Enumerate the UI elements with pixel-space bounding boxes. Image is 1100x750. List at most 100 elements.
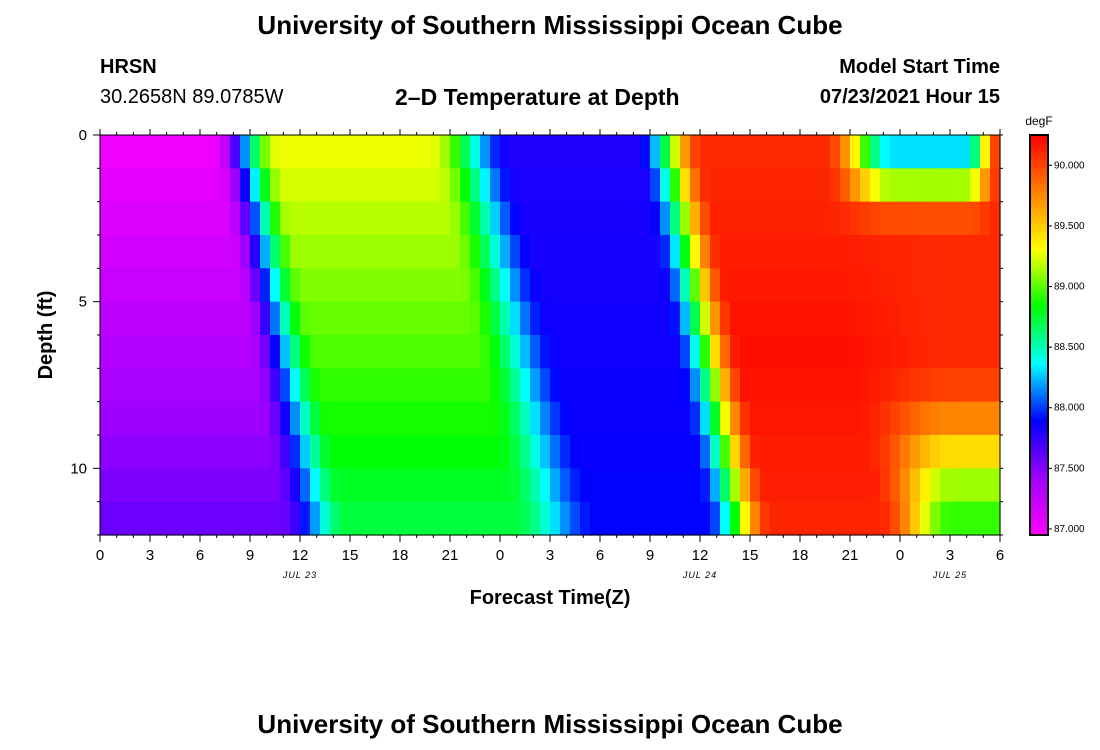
heatmap-cell bbox=[820, 401, 831, 436]
x-axis: 0 3 6 9 12 15 18 21 0 3 6 9 12 15 18 21 0 3 6 JUL 23 JUL 24 J… bbox=[96, 129, 1004, 580]
heatmap-cell bbox=[970, 201, 981, 236]
heatmap-cell bbox=[180, 201, 191, 236]
heatmap-cell bbox=[860, 435, 871, 469]
heatmap-cell bbox=[970, 468, 981, 503]
heatmap-cell bbox=[460, 368, 471, 403]
heatmap-cell bbox=[620, 435, 631, 469]
heatmap-cell bbox=[250, 368, 261, 403]
heatmap-cell bbox=[910, 435, 921, 469]
heatmap-cell bbox=[730, 435, 741, 469]
heatmap-cell bbox=[310, 168, 321, 203]
heatmap-cell bbox=[880, 268, 891, 303]
heatmap-cell bbox=[610, 401, 621, 436]
heatmap-cell bbox=[880, 135, 891, 169]
heatmap-cell bbox=[860, 135, 871, 169]
heatmap-cell bbox=[830, 135, 841, 169]
heatmap-cell bbox=[340, 401, 351, 436]
heatmap-cell bbox=[250, 135, 261, 169]
heatmap-cell bbox=[110, 268, 121, 303]
heatmap-cell bbox=[530, 301, 541, 336]
heatmap-cell bbox=[890, 235, 901, 269]
heatmap-cell bbox=[440, 335, 451, 369]
heatmap-cell bbox=[950, 135, 961, 169]
heatmap-cell bbox=[620, 268, 631, 303]
heatmap-cell bbox=[120, 368, 131, 403]
heatmap-cell bbox=[800, 501, 811, 536]
heatmap-cell bbox=[550, 435, 561, 469]
heatmap-cell bbox=[730, 135, 741, 169]
heatmap-cell bbox=[930, 201, 941, 236]
heatmap-cell bbox=[920, 401, 931, 436]
heatmap-cell bbox=[180, 435, 191, 469]
heatmap-cell bbox=[990, 435, 1001, 469]
heatmap-cell bbox=[270, 335, 281, 369]
heatmap-cell bbox=[820, 335, 831, 369]
heatmap-cell bbox=[420, 235, 431, 269]
heatmap-cell bbox=[290, 135, 301, 169]
heatmap-cell bbox=[270, 201, 281, 236]
heatmap-cell bbox=[370, 135, 381, 169]
x-tick-label: 3 bbox=[546, 547, 554, 564]
heatmap-cell bbox=[180, 468, 191, 503]
heatmap-cell bbox=[660, 368, 671, 403]
heatmap-cell bbox=[210, 301, 221, 336]
heatmap-cell bbox=[810, 401, 821, 436]
heatmap-cell bbox=[330, 401, 341, 436]
heatmap-cell bbox=[190, 201, 201, 236]
heatmap-cell bbox=[880, 301, 891, 336]
heatmap-cell bbox=[930, 368, 941, 403]
heatmap-cell bbox=[290, 468, 301, 503]
heatmap-cell bbox=[570, 468, 581, 503]
heatmap-cell bbox=[960, 168, 971, 203]
heatmap-cell bbox=[240, 335, 251, 369]
heatmap-cell bbox=[350, 235, 361, 269]
heatmap-cell bbox=[180, 401, 191, 436]
heatmap-cell bbox=[730, 235, 741, 269]
heatmap-cell bbox=[830, 268, 841, 303]
heatmap-cell bbox=[110, 201, 121, 236]
heatmap-cell bbox=[420, 201, 431, 236]
heatmap-cell bbox=[950, 335, 961, 369]
heatmap-cell bbox=[640, 301, 651, 336]
heatmap-cell bbox=[470, 335, 481, 369]
heatmap-cell bbox=[160, 335, 171, 369]
heatmap-cell bbox=[600, 335, 611, 369]
heatmap-cell bbox=[510, 401, 521, 436]
heatmap-cell bbox=[920, 435, 931, 469]
heatmap-cell bbox=[900, 168, 911, 203]
heatmap-cell bbox=[550, 501, 561, 536]
heatmap-cell bbox=[130, 468, 141, 503]
heatmap-cell bbox=[540, 435, 551, 469]
heatmap-cell bbox=[870, 368, 881, 403]
heatmap-cell bbox=[680, 335, 691, 369]
heatmap-cell bbox=[740, 435, 751, 469]
heatmap-cell bbox=[230, 201, 241, 236]
heatmap-cell bbox=[100, 135, 111, 169]
heatmap-cell bbox=[740, 301, 751, 336]
heatmap-cell bbox=[380, 301, 391, 336]
heatmap-cell bbox=[500, 201, 511, 236]
heatmap-cell bbox=[750, 301, 761, 336]
heatmap-cell bbox=[160, 401, 171, 436]
heatmap-cell bbox=[120, 235, 131, 269]
heatmap-cell bbox=[840, 435, 851, 469]
heatmap-cell bbox=[190, 335, 201, 369]
heatmap-cell bbox=[590, 201, 601, 236]
heatmap-cell bbox=[900, 368, 911, 403]
heatmap-cell bbox=[560, 335, 571, 369]
heatmap-cell bbox=[160, 501, 171, 536]
heatmap-cell bbox=[790, 435, 801, 469]
heatmap-cell bbox=[340, 501, 351, 536]
heatmap-cell bbox=[280, 335, 291, 369]
heatmap-cell bbox=[740, 501, 751, 536]
heatmap-cell bbox=[660, 201, 671, 236]
heatmap-cell bbox=[350, 368, 361, 403]
heatmap-cell bbox=[880, 235, 891, 269]
heatmap-cell bbox=[990, 468, 1001, 503]
heatmap-cell bbox=[680, 435, 691, 469]
heatmap-cell bbox=[660, 335, 671, 369]
heatmap-cell bbox=[460, 168, 471, 203]
date-label: JUL 25 bbox=[932, 570, 967, 580]
heatmap-cell bbox=[650, 235, 661, 269]
heatmap-cell bbox=[830, 301, 841, 336]
